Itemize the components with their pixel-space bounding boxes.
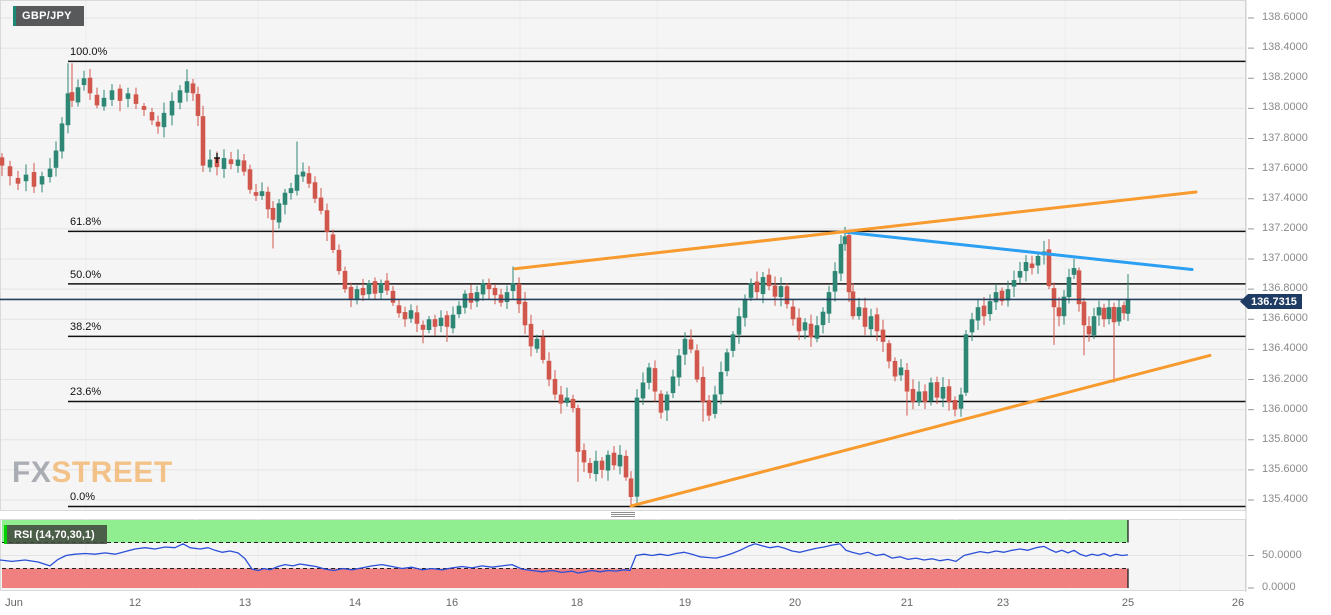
price-tick-label: 136.6000 bbox=[1262, 312, 1308, 325]
rsi-indicator-label[interactable]: RSI (14,70,30,1) bbox=[4, 525, 107, 544]
rsi-label-text: RSI (14,70,30,1) bbox=[14, 528, 95, 541]
candles-layer bbox=[0, 63, 1131, 507]
time-tick-label: 14 bbox=[348, 597, 362, 609]
pane-resize-handle[interactable] bbox=[611, 511, 635, 519]
time-tick-label: 12 bbox=[128, 597, 142, 609]
fib-level-label: 0.0% bbox=[70, 491, 96, 504]
instrument-label: GBP/JPY bbox=[22, 10, 72, 22]
price-tick-label: 137.2000 bbox=[1262, 221, 1308, 234]
price-tick-label: 135.6000 bbox=[1262, 462, 1308, 475]
instrument-accent-bar bbox=[13, 6, 16, 26]
time-tick-label: 26 bbox=[1231, 597, 1245, 609]
time-tick-label: 25 bbox=[1121, 597, 1135, 609]
time-tick-label: 21 bbox=[900, 597, 914, 609]
price-tick-label: 137.8000 bbox=[1262, 131, 1308, 144]
rsi-accent-bar bbox=[4, 525, 7, 544]
fib-level-label: 23.6% bbox=[70, 386, 102, 399]
price-tick-label: 137.0000 bbox=[1262, 252, 1308, 264]
instrument-badge: GBP/JPY bbox=[13, 6, 84, 26]
price-tick-label: 138.6000 bbox=[1262, 11, 1308, 23]
fib-level-label: 50.0% bbox=[70, 268, 102, 281]
price-tick-label: 136.8000 bbox=[1262, 282, 1308, 295]
wedge-upper-trendline[interactable] bbox=[513, 190, 1198, 271]
price-tick-label: 138.0000 bbox=[1262, 101, 1308, 114]
price-tick-label: 137.6000 bbox=[1262, 161, 1308, 174]
rsi-oversold-band bbox=[2, 568, 1128, 588]
rsi-overbought-band bbox=[2, 520, 1128, 543]
fxstreet-watermark: FXSTREET bbox=[12, 456, 173, 490]
time-tick-label: 19 bbox=[678, 597, 692, 609]
rsi-line bbox=[0, 543, 1129, 574]
watermark-fx-text: FX bbox=[12, 456, 52, 489]
price-tick-label: 136.2000 bbox=[1262, 372, 1308, 385]
time-tick-label: 23 bbox=[996, 597, 1010, 609]
rsi-tick-label: 50.0000 bbox=[1262, 548, 1302, 561]
last-price-badge: 136.7315 bbox=[1240, 294, 1302, 309]
wedge-lower-trendline[interactable] bbox=[629, 353, 1212, 508]
time-tick-label: Jun bbox=[5, 597, 23, 609]
price-tick-label: 137.4000 bbox=[1262, 191, 1308, 204]
resistance-trendline[interactable] bbox=[841, 230, 1194, 272]
time-tick-label: 16 bbox=[445, 597, 459, 609]
price-tick-label: 136.0000 bbox=[1262, 402, 1308, 415]
price-tick-label: 136.4000 bbox=[1262, 342, 1308, 355]
price-tick-label: 138.2000 bbox=[1262, 71, 1308, 84]
fib-level-label: 61.8% bbox=[70, 216, 102, 229]
price-tick-label: 135.4000 bbox=[1262, 493, 1308, 505]
price-tick-label: 135.8000 bbox=[1262, 432, 1308, 445]
fib-level-label: 38.2% bbox=[70, 321, 102, 334]
rsi-tick-label: 0.0000 bbox=[1262, 581, 1296, 593]
time-tick-label: 20 bbox=[788, 597, 802, 609]
price-tick-label: 138.4000 bbox=[1262, 41, 1308, 54]
time-tick-label: 13 bbox=[238, 597, 252, 609]
fib-level-label: 100.0% bbox=[70, 46, 108, 59]
watermark-street-text: STREET bbox=[51, 456, 173, 489]
time-tick-label: 18 bbox=[570, 597, 584, 609]
